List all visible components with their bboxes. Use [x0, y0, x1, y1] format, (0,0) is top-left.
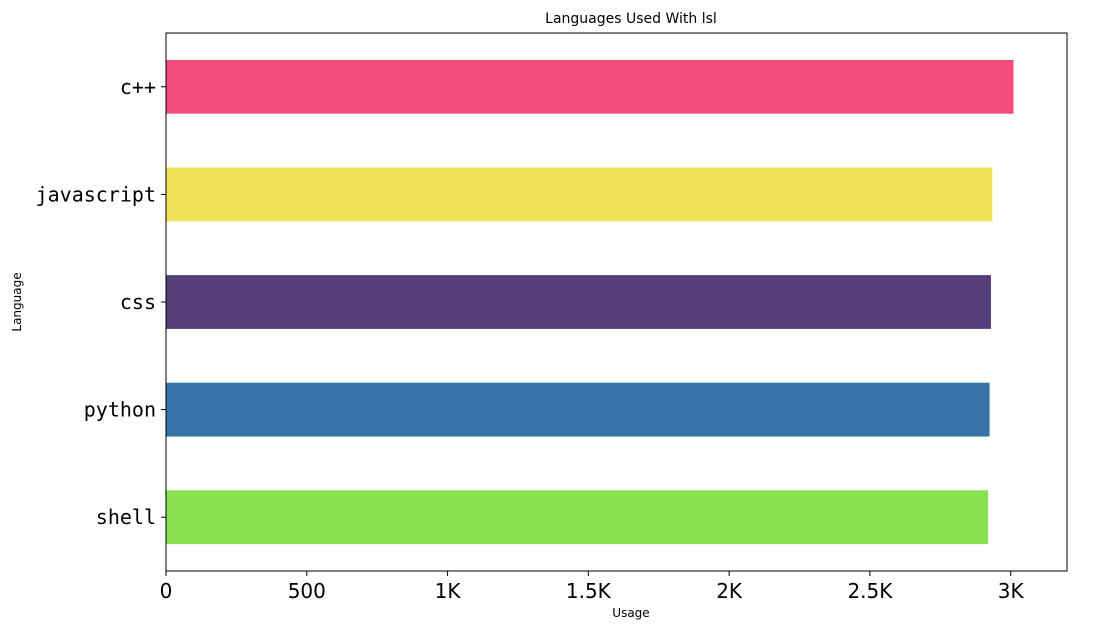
x-axis: 0 500 1K 1.5K 2K 2.5K 3K	[160, 571, 1025, 603]
bar-javascript	[166, 167, 993, 222]
chart-title: Languages Used With lsl	[545, 11, 717, 27]
y-tick-label: c++	[120, 75, 156, 99]
bar-css	[166, 275, 991, 329]
y-tick-label: javascript	[36, 182, 156, 206]
x-tick-label: 500	[288, 579, 326, 603]
x-tick-label: 0	[160, 579, 173, 603]
x-tick-label: 2.5K	[847, 579, 893, 603]
bar-cxx	[166, 59, 1014, 114]
x-tick-label: 1K	[435, 579, 462, 603]
x-axis-label: Usage	[612, 606, 649, 620]
x-tick-label: 1.5K	[566, 579, 612, 603]
x-tick-label: 3K	[998, 579, 1025, 603]
y-tick-label: python	[84, 398, 156, 422]
y-tick-label: shell	[96, 505, 156, 529]
bar-python	[166, 382, 990, 437]
y-axis-label: Language	[10, 272, 24, 331]
bars-group	[166, 59, 1014, 545]
x-tick-label: 2K	[716, 579, 743, 603]
y-tick-label: css	[120, 290, 156, 314]
y-axis: c++ javascript css python shell	[36, 75, 166, 529]
bar-shell	[166, 490, 989, 545]
